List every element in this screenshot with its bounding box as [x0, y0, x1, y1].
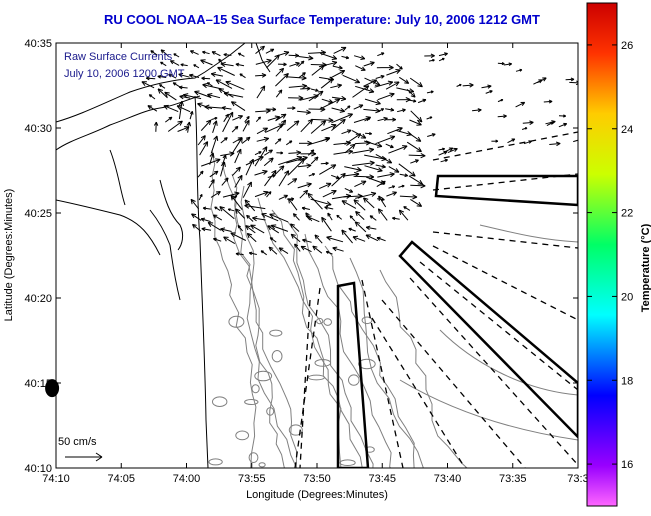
y-tick-label: 40:10 — [24, 463, 52, 475]
colorbar-tick-label: 26 — [621, 40, 633, 52]
y-tick-label: 40:15 — [24, 378, 52, 390]
y-axis-label: Latitude (Degrees:Minutes) — [3, 189, 15, 322]
x-tick-label: 74:00 — [173, 473, 201, 485]
x-tick-label: 73:40 — [434, 473, 462, 485]
x-tick-label: 73:50 — [303, 473, 331, 485]
colorbar-tick-label: 18 — [621, 375, 633, 387]
colorbar-tick-label: 24 — [621, 124, 633, 136]
x-tick-label: 74:05 — [107, 473, 135, 485]
annotation-line-1: Raw Surface Currents — [64, 51, 173, 63]
x-tick-label: 73:3 — [567, 473, 588, 485]
colorbar-tick-label: 20 — [621, 291, 633, 303]
x-tick-label: 73:35 — [499, 473, 527, 485]
y-tick-label: 40:30 — [24, 123, 52, 135]
colorbar-label: Temperature (°C) — [640, 223, 651, 312]
x-tick-label: 73:55 — [238, 473, 266, 485]
y-tick-label: 40:20 — [24, 293, 52, 305]
colorbar-tick-label: 22 — [621, 208, 633, 220]
colorbar-tick-label: 16 — [621, 459, 633, 471]
scale-label: 50 cm/s — [58, 436, 97, 448]
plot-area — [56, 43, 578, 468]
x-axis-label: Longitude (Degrees:Minutes) — [246, 489, 388, 501]
y-tick-label: 40:35 — [24, 38, 52, 50]
x-tick-label: 73:45 — [368, 473, 396, 485]
y-tick-label: 40:25 — [24, 208, 52, 220]
colorbar — [587, 3, 617, 506]
chart-title: RU COOL NOAA–15 Sea Surface Temperature:… — [104, 12, 540, 27]
annotation-line-2: July 10, 2006 1200 GMT — [64, 68, 185, 80]
